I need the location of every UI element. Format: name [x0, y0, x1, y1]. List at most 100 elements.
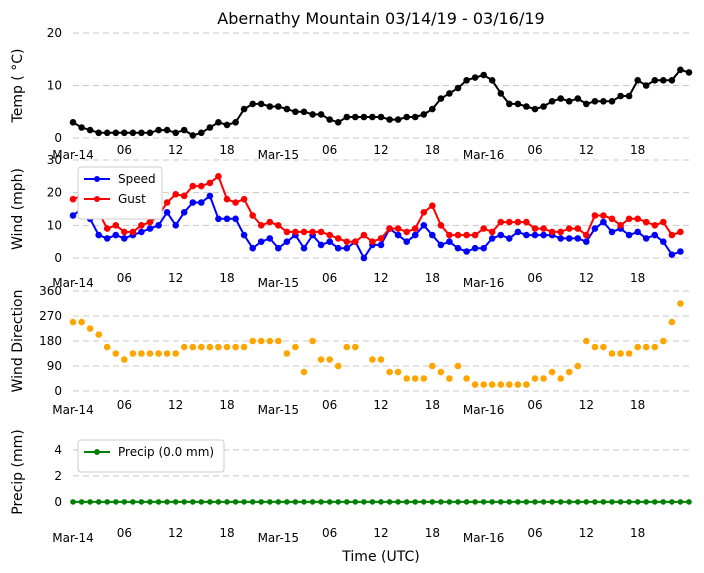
data-point: [583, 231, 590, 239]
data-point: [121, 356, 128, 363]
data-point: [480, 381, 488, 388]
data-point: [523, 381, 530, 388]
data-point: [334, 244, 342, 252]
legend-swatch-marker: [94, 196, 100, 202]
data-point: [172, 129, 179, 137]
data-point: [104, 499, 110, 505]
data-point: [112, 129, 120, 137]
data-point: [557, 499, 564, 505]
data-point: [249, 499, 256, 505]
data-point: [463, 375, 470, 382]
data-point: [69, 119, 77, 126]
data-point: [232, 199, 239, 206]
data-point: [677, 300, 684, 307]
data-point: [497, 218, 505, 226]
data-point: [411, 113, 419, 121]
data-point: [155, 350, 162, 357]
data-point: [386, 116, 393, 123]
data-point: [103, 235, 111, 242]
data-point: [369, 113, 376, 121]
data-point: [377, 241, 385, 249]
y-tick-label: 270: [39, 309, 62, 323]
x-axis-label: Time (UTC): [341, 549, 419, 565]
data-point: [223, 121, 231, 129]
data-point: [180, 192, 188, 200]
data-point: [634, 228, 641, 236]
x-tick-label: 18: [425, 143, 440, 157]
data-point: [429, 499, 436, 505]
data-point: [651, 222, 659, 229]
data-point: [326, 231, 334, 239]
data-point: [583, 499, 590, 505]
data-point: [574, 95, 582, 102]
data-point: [506, 499, 513, 505]
data-point: [540, 499, 547, 505]
data-point: [147, 499, 153, 505]
data-point: [591, 212, 599, 219]
data-point: [591, 225, 599, 232]
data-point: [454, 244, 462, 252]
y-tick-label: 10: [47, 218, 62, 232]
data-point: [300, 244, 308, 252]
data-point: [78, 499, 85, 505]
data-point: [625, 215, 633, 223]
data-point: [95, 331, 102, 338]
data-point: [463, 248, 470, 255]
data-point: [498, 499, 504, 505]
data-point: [249, 337, 256, 345]
data-point: [232, 119, 239, 126]
panel-2: 0 10 20 30 Wind (mph) Mar-14 06 12 18 Mar-15 06 12 1…: [10, 153, 689, 290]
data-point: [309, 228, 316, 236]
data-point: [455, 499, 461, 505]
x-tick-label: 06: [117, 526, 132, 540]
x-tick-label: 12: [373, 398, 388, 412]
data-point: [642, 235, 650, 242]
data-point: [668, 318, 676, 326]
data-point: [223, 215, 231, 223]
x-tick-label: 18: [425, 526, 440, 540]
data-point: [642, 343, 650, 351]
data-point: [446, 90, 453, 97]
data-point: [617, 92, 624, 100]
data-point: [446, 231, 453, 239]
data-point: [326, 116, 334, 123]
data-point: [412, 499, 419, 505]
data-point: [352, 238, 359, 245]
data-point: [497, 90, 505, 97]
data-point: [198, 129, 205, 137]
data-point: [240, 343, 248, 351]
data-point: [403, 113, 411, 121]
data-point: [206, 192, 214, 200]
data-point: [309, 111, 316, 118]
x-tick-label: 12: [579, 398, 594, 412]
x-tick-label: 18: [425, 271, 440, 285]
data-point: [634, 343, 641, 351]
data-point: [103, 225, 111, 232]
data-point: [266, 218, 274, 226]
x-tick-label: 12: [373, 526, 388, 540]
data-point: [608, 98, 616, 105]
x-tick-label: 18: [630, 526, 645, 540]
data-point: [540, 231, 547, 239]
data-point: [189, 182, 197, 190]
data-point: [198, 343, 205, 351]
data-point: [429, 362, 436, 370]
data-point: [172, 350, 179, 357]
x-tick-label: 18: [219, 271, 234, 285]
data-point: [660, 77, 667, 84]
x-tick-label: 06: [322, 398, 337, 412]
data-point: [300, 108, 308, 116]
x-tick-label: Mar-14: [52, 531, 93, 545]
data-point: [334, 362, 342, 370]
data-point: [378, 499, 384, 505]
data-point: [437, 241, 445, 249]
data-point: [70, 499, 76, 505]
x-tick-label: 18: [425, 398, 440, 412]
x-tick-label: 18: [630, 143, 645, 157]
data-point: [326, 356, 334, 363]
data-point: [232, 215, 239, 223]
x-tick-label: Mar-15: [258, 276, 299, 290]
data-point: [403, 228, 411, 236]
data-point: [625, 350, 633, 357]
